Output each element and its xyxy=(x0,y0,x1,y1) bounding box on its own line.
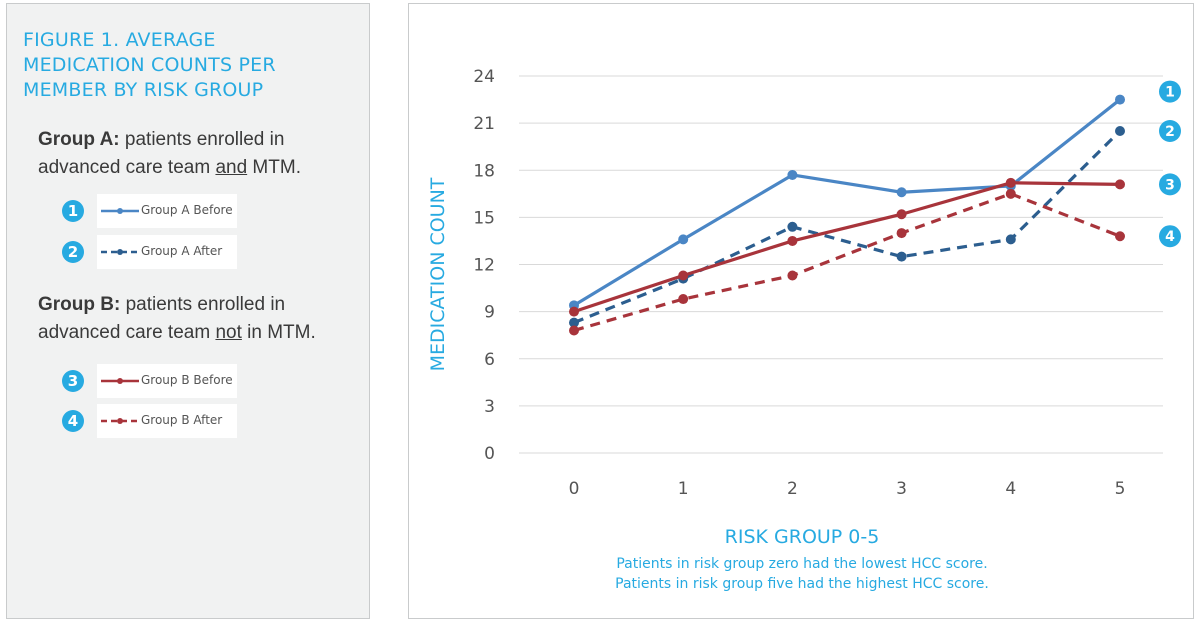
caption-line-1: Patients in risk group zero had the lowe… xyxy=(616,556,988,572)
x-tick-label: 0 xyxy=(569,479,580,499)
legend-line-3 xyxy=(101,378,139,384)
legend-line-2 xyxy=(101,249,139,255)
data-point xyxy=(569,317,579,328)
x-tick-label: 3 xyxy=(896,479,907,499)
legend-swatch-box: Group A Before xyxy=(97,194,237,228)
group-a-description: Group A: patients enrolled in advanced c… xyxy=(38,126,368,182)
data-point xyxy=(678,234,689,245)
y-tick-label: 6 xyxy=(484,350,495,370)
data-point xyxy=(787,235,798,246)
series-line-4 xyxy=(573,192,1121,333)
end-badge-label-1: 1 xyxy=(1165,85,1175,101)
series-line-2 xyxy=(573,129,1122,325)
legend-label-4: Group B After xyxy=(141,413,223,427)
y-tick-label: 15 xyxy=(473,208,495,228)
end-badge-4 xyxy=(1159,225,1181,248)
group-b-text-1: patients enrolled in advanced care team xyxy=(38,294,286,343)
chart-panel: 0 3 6 9 12 15 18 21 24 0 1 2 3 4 5 MEDICATION COUNT 1 2 3 4… xyxy=(408,3,1194,619)
legend-label-2: Group A After xyxy=(141,244,223,258)
data-point xyxy=(678,294,689,305)
data-point xyxy=(896,209,907,220)
caption-line-2: Patients in risk group five had the high… xyxy=(615,576,989,592)
group-b-lead: Group B: xyxy=(38,294,121,315)
badge-2: 2 xyxy=(62,241,84,263)
x-tick-label: 4 xyxy=(1005,479,1016,499)
legend-swatch-box: Group A After xyxy=(97,235,237,269)
legend-line-1 xyxy=(101,208,139,214)
data-point xyxy=(1005,177,1016,188)
y-axis-label: MEDICATION COUNT xyxy=(427,177,449,371)
y-tick-label: 21 xyxy=(473,114,495,134)
x-tick-label: 2 xyxy=(787,479,798,499)
end-badge-label-2: 2 xyxy=(1165,124,1175,140)
y-tick-label: 9 xyxy=(484,303,495,323)
x-tick-label: 1 xyxy=(678,479,689,499)
legend-label-1: Group A Before xyxy=(141,203,233,217)
group-b-text-2: in MTM. xyxy=(241,322,316,343)
group-a-emphasis: and xyxy=(215,157,248,178)
data-point xyxy=(1115,179,1125,190)
x-axis-label: RISK GROUP 0-5 xyxy=(724,526,880,548)
badge-4: 4 xyxy=(62,410,84,432)
legend-line-4 xyxy=(101,418,139,424)
y-tick-label: 18 xyxy=(473,161,495,181)
y-tick-label: 0 xyxy=(484,444,495,464)
group-a-text-1: patients enrolled in advanced care team xyxy=(38,129,285,178)
data-point xyxy=(896,228,907,239)
data-point xyxy=(1005,188,1016,199)
series-line-3 xyxy=(573,181,1121,314)
legend-swatch-box: Group B Before xyxy=(97,364,237,398)
series-line-1 xyxy=(573,98,1121,307)
end-badge-3 xyxy=(1159,173,1181,196)
data-point xyxy=(1115,94,1125,105)
group-a-text-2: MTM. xyxy=(247,157,301,178)
x-tick-label: 5 xyxy=(1115,479,1126,499)
group-a-lead: Group A: xyxy=(38,129,120,150)
group-b-description: Group B: patients enrolled in advanced c… xyxy=(38,291,368,347)
data-point xyxy=(896,187,907,198)
end-badge-label-4: 4 xyxy=(1165,229,1175,245)
legend-swatch-box: Group B After xyxy=(97,404,237,438)
data-point xyxy=(787,169,798,180)
data-point xyxy=(678,270,689,281)
y-tick-label: 12 xyxy=(473,256,495,276)
y-tick-label: 24 xyxy=(473,67,495,87)
data-point xyxy=(896,251,907,262)
badge-1: 1 xyxy=(62,200,84,222)
data-point xyxy=(1115,125,1125,136)
badge-3: 3 xyxy=(62,370,84,392)
legend-label-3: Group B Before xyxy=(141,373,233,387)
group-b-emphasis: not xyxy=(215,322,242,343)
legend-panel: FIGURE 1. AVERAGE MEDICATION COUNTS PER … xyxy=(6,3,370,619)
data-point xyxy=(569,325,579,336)
end-badge-1 xyxy=(1159,80,1181,103)
y-tick-label: 3 xyxy=(484,397,495,417)
data-point xyxy=(1115,231,1125,242)
data-point xyxy=(787,270,798,281)
end-badge-2 xyxy=(1159,119,1181,142)
data-point xyxy=(569,306,579,317)
data-point xyxy=(1005,234,1016,245)
end-badge-label-3: 3 xyxy=(1165,177,1175,193)
data-point xyxy=(787,221,798,232)
figure-title: FIGURE 1. AVERAGE MEDICATION COUNTS PER … xyxy=(23,29,276,101)
